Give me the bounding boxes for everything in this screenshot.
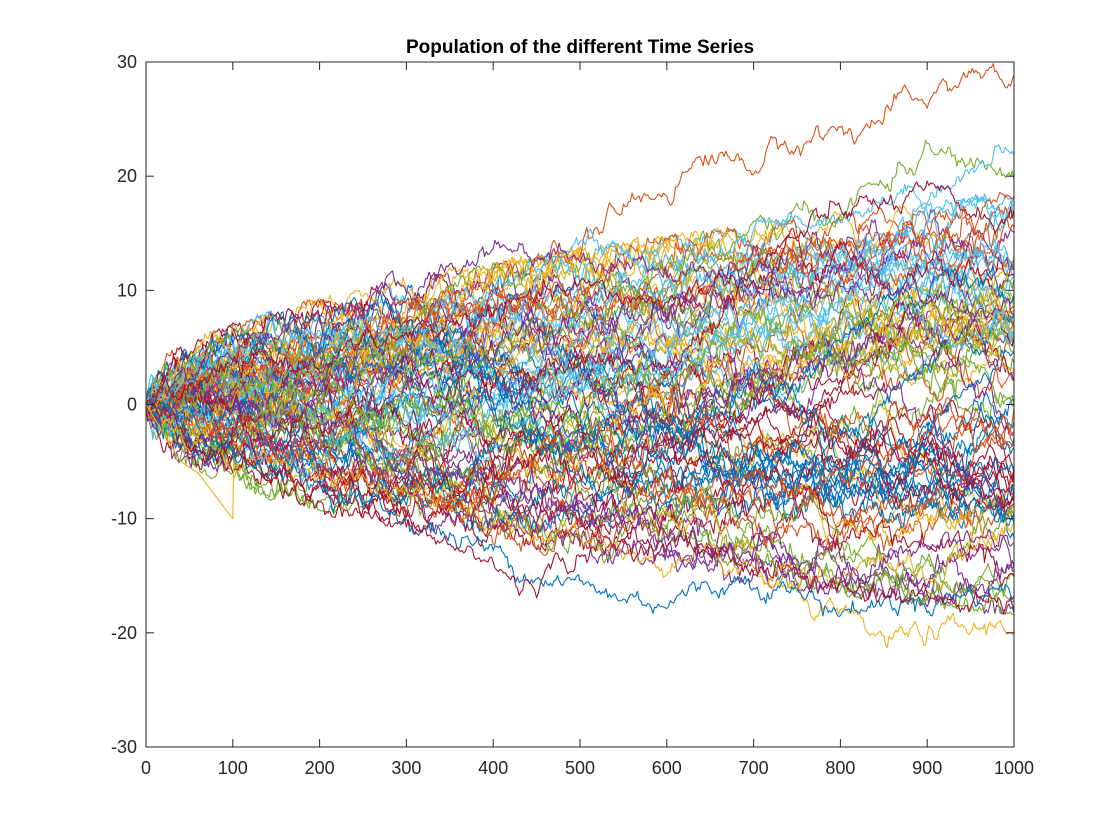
series-line <box>145 193 1015 418</box>
series-line <box>145 373 1015 519</box>
series-line <box>145 301 1015 447</box>
series-line <box>145 230 1015 417</box>
series-line <box>145 196 1015 484</box>
x-tick-label: 100 <box>218 758 248 778</box>
series-line <box>145 205 1015 419</box>
series-line <box>145 340 1015 587</box>
series-line <box>145 382 1015 522</box>
series-line <box>145 404 1015 511</box>
series-line <box>145 239 1014 412</box>
series-line <box>145 381 1015 595</box>
series-line <box>145 317 1015 511</box>
series-line <box>145 330 1015 547</box>
series-line <box>145 390 1015 601</box>
x-tick-label: 400 <box>478 758 508 778</box>
series-line <box>145 368 1015 524</box>
plot-area-border <box>145 61 1015 748</box>
series-line <box>145 399 1015 615</box>
series-line <box>145 360 1015 589</box>
y-tick-label: 0 <box>127 395 137 415</box>
series-line <box>145 207 1015 408</box>
series-line <box>145 404 235 520</box>
x-tick-label: 0 <box>141 758 151 778</box>
series-line <box>145 245 1015 467</box>
series-line <box>145 394 1015 549</box>
series-line <box>145 276 1015 497</box>
series-line <box>145 349 1015 515</box>
series-line <box>145 144 1015 405</box>
series-line <box>145 180 1015 414</box>
series-line <box>145 227 1015 444</box>
series-line <box>145 235 1015 417</box>
tick-layer: 0 100 200 300 400 500 600 700 800 900 1000-30-20-1… <box>111 52 1034 778</box>
x-tick-label: 700 <box>739 758 769 778</box>
chart-title: Population of the different Time Series <box>406 37 754 58</box>
y-tick-label: -10 <box>111 509 137 529</box>
series-line <box>145 389 1015 491</box>
series-line <box>145 63 1015 411</box>
y-tick-label: -30 <box>111 737 137 757</box>
series-line <box>145 140 1015 413</box>
series-line <box>145 256 1015 439</box>
y-tick-label: 30 <box>117 52 137 72</box>
y-tick-label: 20 <box>117 166 137 186</box>
series-line <box>145 271 1015 430</box>
y-tick-label: -20 <box>111 623 137 643</box>
series-line <box>145 191 1015 417</box>
x-tick-label: 600 <box>652 758 682 778</box>
x-tick-label: 300 <box>391 758 421 778</box>
series-layer <box>145 63 1015 649</box>
y-tick-label: 10 <box>117 280 137 300</box>
series-line <box>145 404 1015 649</box>
series-line <box>145 397 1015 618</box>
x-tick-label: 200 <box>305 758 335 778</box>
series-line <box>145 266 1015 459</box>
x-tick-label: 900 <box>912 758 942 778</box>
series-line <box>145 227 1015 438</box>
x-tick-label: 800 <box>825 758 855 778</box>
x-tick-label: 1000 <box>994 758 1034 778</box>
x-tick-label: 500 <box>565 758 595 778</box>
